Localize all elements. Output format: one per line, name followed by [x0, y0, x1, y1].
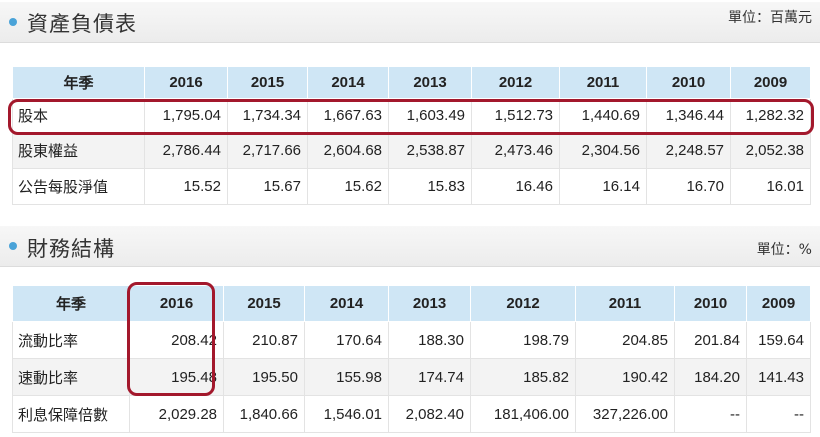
header-year: 2011	[575, 285, 675, 322]
row-label: 公告每股淨值	[12, 168, 145, 205]
table-cell: 141.43	[746, 358, 811, 396]
table-cell: 1,795.04	[144, 98, 228, 133]
table-cell: 185.82	[470, 358, 576, 396]
table-cell: 190.42	[575, 358, 675, 396]
balance-sheet-title: 資產負債表	[27, 12, 137, 36]
table-cell: 16.14	[559, 168, 647, 205]
financial-structure-table: 年季 2016 2015 2014 2013 2012 2011 2010 20…	[12, 285, 811, 433]
table-cell: 2,473.46	[471, 132, 560, 169]
table-cell: 1,440.69	[559, 98, 647, 133]
table-cell: 1,512.73	[471, 98, 560, 133]
table-cell: 2,052.38	[730, 132, 811, 169]
financial-structure-unit: 單位：%	[756, 242, 812, 258]
table-cell: 159.64	[746, 321, 811, 359]
header-year: 2009	[746, 285, 811, 322]
row-label: 股東權益	[12, 132, 145, 169]
table-cell: 1,546.01	[304, 395, 389, 433]
table-cell: 327,226.00	[575, 395, 675, 433]
row-label: 利息保障倍數	[12, 395, 130, 433]
table-row: 利息保障倍數 2,029.28 1,840.66 1,546.01 2,082.…	[12, 395, 811, 433]
row-label: 速動比率	[12, 358, 130, 396]
header-label: 年季	[12, 66, 145, 99]
table-cell: 2,717.66	[227, 132, 308, 169]
financial-structure-header: 財務結構 單位：%	[0, 226, 820, 267]
table-cell: 1,282.32	[730, 98, 811, 133]
bullet-icon	[9, 242, 17, 250]
table-cell: 2,786.44	[144, 132, 228, 169]
row-label: 流動比率	[12, 321, 130, 359]
table-cell: 201.84	[674, 321, 747, 359]
header-year: 2016	[129, 285, 224, 322]
table-cell: 195.48	[129, 358, 224, 396]
header-year: 2011	[559, 66, 647, 99]
header-year: 2010	[646, 66, 731, 99]
header-year: 2012	[470, 285, 576, 322]
header-year: 2016	[144, 66, 228, 99]
table-cell: --	[674, 395, 747, 433]
bullet-icon	[9, 18, 17, 26]
table-header-row: 年季 2016 2015 2014 2013 2012 2011 2010 20…	[12, 66, 811, 99]
table-cell: 2,248.57	[646, 132, 731, 169]
header-year: 2015	[227, 66, 308, 99]
header-year: 2013	[388, 66, 472, 99]
table-cell: 170.64	[304, 321, 389, 359]
table-row: 股本 1,795.04 1,734.34 1,667.63 1,603.49 1…	[12, 98, 811, 133]
table-cell: 1,603.49	[388, 98, 472, 133]
header-year: 2014	[307, 66, 389, 99]
table-cell: 16.46	[471, 168, 560, 205]
table-cell: 2,029.28	[129, 395, 224, 433]
table-cell: 208.42	[129, 321, 224, 359]
table-cell: 2,538.87	[388, 132, 472, 169]
table-cell: 155.98	[304, 358, 389, 396]
header-year: 2012	[471, 66, 560, 99]
row-label: 股本	[12, 98, 145, 133]
table-cell: 1,734.34	[227, 98, 308, 133]
table-cell: 195.50	[223, 358, 305, 396]
table-row: 股東權益 2,786.44 2,717.66 2,604.68 2,538.87…	[12, 132, 811, 169]
financial-structure-title: 財務結構	[27, 237, 115, 261]
table-cell: 1,840.66	[223, 395, 305, 433]
table-row: 流動比率 208.42 210.87 170.64 188.30 198.79 …	[12, 321, 811, 359]
balance-sheet-table: 年季 2016 2015 2014 2013 2012 2011 2010 20…	[12, 66, 811, 205]
table-row: 速動比率 195.48 195.50 155.98 174.74 185.82 …	[12, 358, 811, 396]
header-label: 年季	[12, 285, 130, 322]
table-cell: 16.01	[730, 168, 811, 205]
header-year: 2015	[223, 285, 305, 322]
table-cell: 204.85	[575, 321, 675, 359]
header-year: 2013	[388, 285, 471, 322]
table-cell: 15.62	[307, 168, 389, 205]
table-cell: 174.74	[388, 358, 471, 396]
table-cell: 16.70	[646, 168, 731, 205]
table-header-row: 年季 2016 2015 2014 2013 2012 2011 2010 20…	[12, 285, 811, 322]
header-year: 2009	[730, 66, 811, 99]
table-cell: 15.52	[144, 168, 228, 205]
table-cell: 181,406.00	[470, 395, 576, 433]
table-cell: 2,082.40	[388, 395, 471, 433]
header-year: 2014	[304, 285, 389, 322]
table-cell: --	[746, 395, 811, 433]
table-cell: 15.83	[388, 168, 472, 205]
table-cell: 184.20	[674, 358, 747, 396]
table-cell: 2,304.56	[559, 132, 647, 169]
table-row: 公告每股淨值 15.52 15.67 15.62 15.83 16.46 16.…	[12, 168, 811, 205]
table-cell: 188.30	[388, 321, 471, 359]
balance-sheet-header: 資產負債表 單位：百萬元	[0, 2, 820, 43]
balance-sheet-unit: 單位：百萬元	[728, 10, 812, 26]
table-cell: 1,667.63	[307, 98, 389, 133]
table-cell: 210.87	[223, 321, 305, 359]
table-cell: 2,604.68	[307, 132, 389, 169]
table-cell: 198.79	[470, 321, 576, 359]
table-cell: 1,346.44	[646, 98, 731, 133]
header-year: 2010	[674, 285, 747, 322]
table-cell: 15.67	[227, 168, 308, 205]
